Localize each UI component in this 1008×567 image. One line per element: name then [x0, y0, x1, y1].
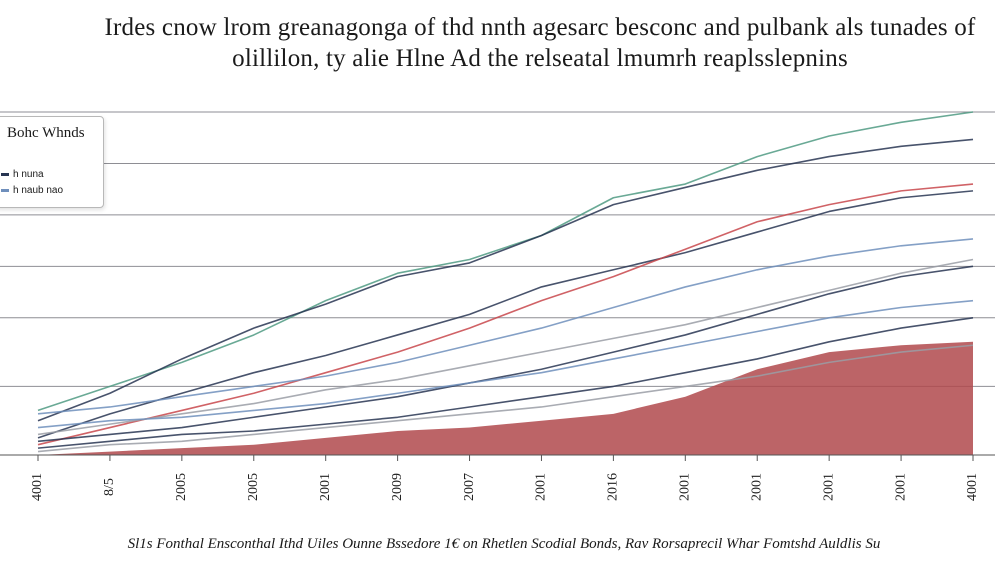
series-line [37, 138, 974, 422]
x-tick-label: 4001 [965, 473, 980, 501]
x-tick-label: 4001 [30, 473, 45, 501]
legend-swatch [1, 188, 9, 192]
series-lines [37, 111, 974, 453]
x-tick-label: 2005 [174, 473, 189, 501]
area-fill [38, 341, 973, 455]
x-tick-label: 8/5 [102, 478, 117, 496]
series-line [37, 299, 974, 429]
series-line [37, 258, 974, 436]
x-tick-label: 2001 [534, 473, 549, 501]
series-line [37, 111, 974, 412]
legend-entry: h naub nao [1, 185, 63, 196]
series-line [37, 344, 974, 453]
x-tick-label: 2016 [606, 473, 621, 501]
x-tick-label: 2001 [318, 473, 333, 501]
x-tick-label: 2001 [678, 473, 693, 501]
source-note: Sl1s Fonthal Ensconthal Ithd Uiles Ounne… [127, 536, 881, 552]
x-tick-label: 2001 [821, 473, 836, 501]
x-axis [0, 454, 995, 461]
x-tick-label: 2007 [462, 473, 477, 501]
x-tick-label: 2009 [390, 473, 405, 501]
chart-title: Irdes cnow lrom greanagonga of thd nnth … [104, 14, 976, 72]
area-fill-layer [38, 341, 973, 455]
legend-entry-label: h naub nao [13, 185, 64, 196]
x-tick-labels: 4001 8/5 2005 2005 2001 2009 2007 2001 2016 2001 2… [30, 473, 980, 501]
series-line [37, 238, 974, 415]
series-line [37, 265, 974, 443]
series-line [37, 183, 974, 446]
legend-entry-label: h nuna [13, 169, 44, 180]
x-tick-label: 2005 [246, 473, 261, 501]
legend-entry: h nuna [1, 169, 44, 180]
x-tick-label: 2001 [893, 473, 908, 501]
legend-swatch [1, 172, 9, 176]
legend: Bohc Whnds h nuna h naub nao [0, 116, 104, 208]
x-tick-label: 2001 [749, 473, 764, 501]
series-line [37, 317, 974, 449]
series-line [37, 190, 974, 439]
legend-title: Bohc Whnds [7, 125, 85, 141]
